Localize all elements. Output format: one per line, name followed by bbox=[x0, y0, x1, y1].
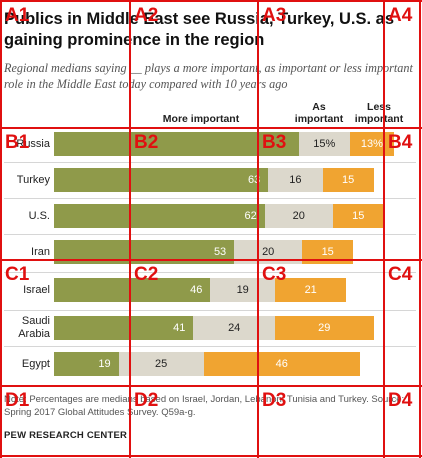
row-divider bbox=[4, 310, 416, 311]
bar-as-important: 15% bbox=[298, 132, 350, 156]
country-label: Russia bbox=[16, 137, 50, 150]
bar-less-important-label: 46 bbox=[275, 358, 288, 370]
bar-as-important-label: 16 bbox=[289, 174, 302, 186]
bar-more-important: 63 bbox=[54, 168, 269, 192]
bar-as-important-label: 19 bbox=[236, 284, 249, 296]
row-divider bbox=[4, 198, 416, 199]
grid-line-horizontal bbox=[0, 0, 422, 2]
row-divider bbox=[4, 162, 416, 163]
bar-as-important-label: 24 bbox=[228, 322, 241, 334]
bar-less-important: 15 bbox=[332, 204, 384, 228]
bar-as-important: 20 bbox=[234, 240, 303, 264]
country-label: Turkey bbox=[16, 173, 50, 186]
country-label: Israel bbox=[23, 283, 50, 296]
bar-more-important-label: 46 bbox=[190, 284, 203, 296]
bar-more-important: 62 bbox=[54, 204, 265, 228]
bar-less-important-label: 13% bbox=[360, 138, 383, 150]
brand-logo-text: PEW RESEARCH CENTER bbox=[4, 430, 128, 441]
header-divider bbox=[4, 127, 416, 128]
country-label: Iran bbox=[31, 245, 50, 258]
grid-cell-label: C1 bbox=[5, 264, 30, 285]
bar-as-important: 25 bbox=[118, 352, 204, 376]
bar-as-important-label: 20 bbox=[262, 246, 275, 258]
bar-less-important: 29 bbox=[275, 316, 374, 340]
bar-less-important-label: 29 bbox=[318, 322, 331, 334]
chart-title: Publics in Middle East see Russia, Turke… bbox=[4, 10, 395, 49]
row-divider bbox=[4, 272, 416, 273]
bar-less-important: 15 bbox=[302, 240, 354, 264]
bar-less-important: 15 bbox=[322, 168, 374, 192]
bar-more-important: 46 bbox=[54, 278, 211, 302]
bar-more-important-label: 62 bbox=[244, 210, 257, 222]
bar-more-important: 19 bbox=[54, 352, 119, 376]
bar-as-important: 20 bbox=[264, 204, 333, 228]
chart-subtitle: Regional medians saying __ plays a more … bbox=[4, 61, 413, 91]
grid-line-horizontal bbox=[0, 455, 422, 457]
bar-as-important: 19 bbox=[210, 278, 275, 302]
bar-as-important-label: 20 bbox=[292, 210, 305, 222]
bar-more-important: 53 bbox=[54, 240, 235, 264]
bar-less-important: 46 bbox=[203, 352, 360, 376]
bar-more-important-label: 63 bbox=[247, 174, 261, 186]
country-label: U.S. bbox=[28, 209, 50, 222]
row-divider bbox=[4, 234, 416, 235]
header-less-important: Less important bbox=[354, 101, 404, 125]
bar-less-important-label: 15 bbox=[341, 174, 355, 186]
chart-note: Note: Percentages are medians based on I… bbox=[4, 394, 405, 418]
bar-more-important-label: 53 bbox=[213, 246, 227, 258]
bar-less-important-label: 15 bbox=[321, 246, 334, 258]
grid-line-horizontal bbox=[0, 385, 422, 387]
bar-as-important: 16 bbox=[268, 168, 323, 192]
header-as-important: As important bbox=[294, 101, 344, 125]
bar-more-important-label: 19 bbox=[98, 358, 111, 370]
grid-line-vertical bbox=[0, 0, 2, 458]
grid-cell-label: C4 bbox=[388, 264, 413, 285]
bar-less-important-label: 15 bbox=[352, 210, 365, 222]
bar-more-important bbox=[54, 132, 299, 156]
bar-more-important-label bbox=[291, 138, 299, 150]
country-label: Egypt bbox=[21, 357, 50, 370]
row-divider bbox=[4, 346, 416, 347]
bar-more-important-label: 41 bbox=[173, 322, 186, 334]
bar-less-important-label: 21 bbox=[304, 284, 317, 296]
bar-more-important: 41 bbox=[54, 316, 194, 340]
grid-line-vertical bbox=[419, 0, 421, 458]
bar-as-important-label: 15% bbox=[313, 138, 336, 150]
country-label: Saudi Arabia bbox=[18, 315, 50, 340]
bar-less-important: 21 bbox=[275, 278, 347, 302]
header-more-important: More important bbox=[162, 113, 240, 125]
bar-as-important-label: 25 bbox=[154, 358, 168, 370]
bar-less-important: 13% bbox=[349, 132, 394, 156]
bar-as-important: 24 bbox=[193, 316, 275, 340]
